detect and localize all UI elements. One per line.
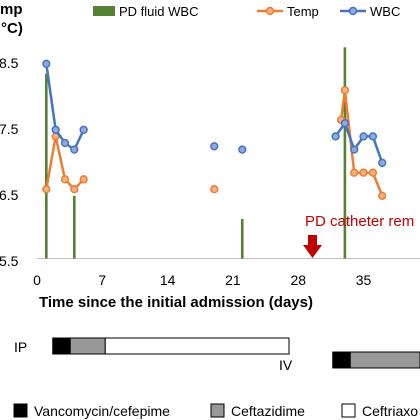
drug-legend-label-ceftazidime: Ceftazidime	[231, 403, 305, 419]
wbc-point	[368, 132, 378, 141]
treatment-segment	[349, 351, 420, 369]
legend-label-temp: Temp	[287, 4, 319, 19]
wbc-point	[238, 145, 247, 154]
temp-point	[350, 168, 359, 177]
y-axis-label-line-2: °C)	[1, 20, 23, 37]
ip-label: IP	[14, 339, 27, 355]
legend-swatch-pd-fluid-wbc	[93, 6, 115, 16]
x-tick-label: 7	[98, 272, 106, 288]
y-axis-label-line-1: mp	[0, 1, 23, 18]
drug-legend: Vancomycin/cefepime Ceftazidime Ceftriax…	[13, 403, 418, 419]
legend: PD fluid WBC Temp WBC	[93, 4, 400, 19]
x-tick-label: 35	[356, 272, 372, 288]
legend-marker-wbc	[348, 6, 358, 16]
pd-fluid-wbc-bar	[240, 218, 244, 259]
treatment-segment	[104, 337, 290, 355]
iv-treatment-bar	[332, 351, 420, 369]
temp-point	[210, 185, 219, 194]
temp-point	[42, 185, 51, 194]
treatment-segment	[69, 337, 106, 355]
temp-point	[79, 175, 88, 184]
wbc-point	[70, 145, 79, 154]
temp-point	[60, 175, 70, 184]
wbc-series	[42, 59, 387, 167]
annotation-arrow	[303, 235, 322, 258]
plot-area: 0714212835424	[33, 47, 420, 288]
temp-series	[42, 86, 387, 200]
wbc-point	[378, 158, 387, 167]
pd-fluid-wbc-bar	[73, 195, 76, 259]
drug-legend-swatch-ceftriaxone	[341, 403, 356, 418]
y-tick-label: 8.5	[0, 55, 19, 71]
temp-point	[70, 185, 79, 194]
wbc-point	[350, 145, 359, 154]
treatment-segment	[332, 351, 351, 369]
drug-legend-label-vancomycin-cefepime: Vancomycin/cefepime	[34, 403, 170, 419]
x-tick-label: 28	[290, 272, 306, 288]
wbc-point	[210, 142, 219, 151]
wbc-point	[51, 125, 60, 134]
y-tick-label: 5.5	[0, 253, 19, 269]
temp-point	[368, 168, 378, 177]
x-tick-label: 0	[33, 272, 41, 288]
wbc-point	[79, 125, 88, 134]
temp-point	[340, 86, 350, 95]
x-tick-label: 14	[160, 272, 176, 288]
ip-treatment-bar	[52, 337, 290, 355]
temp-line-segment	[339, 88, 384, 197]
treatment-segment	[52, 337, 71, 355]
x-tick-labels: 0714212835424	[33, 272, 372, 288]
drug-legend-swatch-ceftazidime	[210, 403, 225, 418]
wbc-point	[340, 119, 350, 128]
annotation-label: PD catheter rem	[305, 213, 414, 230]
legend-label-wbc: WBC	[370, 4, 400, 19]
wbc-point	[60, 138, 70, 148]
temp-point	[378, 191, 387, 200]
x-axis-title: Time since the initial admission (days)	[39, 294, 313, 311]
pd-fluid-wbc-bar	[343, 47, 347, 259]
temp-point	[359, 168, 368, 177]
y-tick-label: 6.5	[0, 187, 19, 203]
y-tick-labels: 8.5 7.5 6.5 5.5	[0, 55, 19, 269]
y-tick-label: 7.5	[0, 121, 19, 137]
x-tick-label: 21	[225, 272, 241, 288]
wbc-line-segment	[334, 121, 384, 164]
wbc-point	[331, 132, 340, 141]
legend-marker-temp	[265, 6, 275, 16]
wbc-point	[359, 132, 368, 141]
drug-legend-swatch-vancomycin-cefepime	[13, 403, 28, 418]
drug-legend-label-ceftriaxone: Ceftriaxo	[362, 403, 418, 419]
pd-fluid-wbc-bar	[45, 73, 48, 259]
legend-label-pd-fluid-wbc: PD fluid WBC	[119, 4, 198, 19]
iv-label: IV	[279, 357, 293, 373]
wbc-point	[42, 59, 51, 68]
treatment-panel: IP IV	[14, 337, 420, 373]
pd-fluid-wbc-bars	[45, 47, 347, 259]
